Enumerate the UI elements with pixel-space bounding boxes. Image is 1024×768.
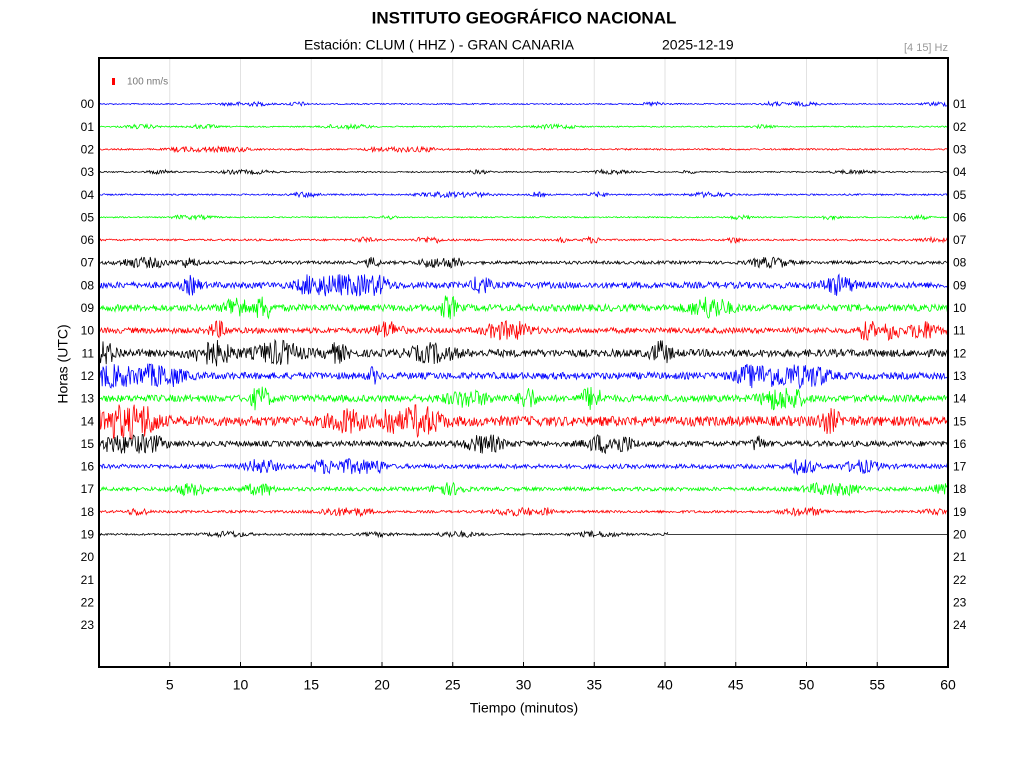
hour-label-left: 02 bbox=[81, 142, 95, 156]
hour-label-right: 08 bbox=[953, 256, 967, 270]
hour-label-right: 15 bbox=[953, 414, 967, 428]
trace bbox=[98, 433, 949, 455]
hour-label-right: 21 bbox=[953, 550, 967, 564]
hour-label-left: 20 bbox=[81, 550, 95, 564]
hour-label-right: 14 bbox=[953, 392, 967, 406]
hour-label-right: 23 bbox=[953, 595, 967, 609]
hour-label-left: 00 bbox=[81, 97, 95, 111]
trace bbox=[98, 235, 949, 244]
x-tick-label: 5 bbox=[166, 677, 174, 693]
hour-label-left: 04 bbox=[81, 188, 95, 202]
x-tick-label: 10 bbox=[233, 677, 249, 693]
hour-label-right: 04 bbox=[953, 165, 967, 179]
y-axis-label: Horas (UTC) bbox=[55, 324, 71, 403]
trace bbox=[98, 529, 669, 539]
trace bbox=[98, 320, 949, 342]
hour-label-left: 16 bbox=[81, 460, 95, 474]
hour-label-right: 06 bbox=[953, 210, 967, 224]
hour-label-right: 18 bbox=[953, 482, 967, 496]
hour-label-left: 10 bbox=[81, 324, 95, 338]
trace bbox=[98, 100, 949, 108]
hour-label-right: 22 bbox=[953, 573, 967, 587]
hour-label-right: 16 bbox=[953, 437, 967, 451]
subtitle: Estación: CLUM ( HHZ ) - GRAN CANARIA bbox=[304, 37, 575, 53]
trace bbox=[98, 404, 949, 440]
trace bbox=[98, 363, 949, 390]
x-tick-label: 35 bbox=[586, 677, 602, 693]
trace bbox=[98, 386, 949, 411]
trace bbox=[98, 458, 949, 476]
hour-label-left: 06 bbox=[81, 233, 95, 247]
trace bbox=[98, 506, 949, 518]
hour-label-left: 23 bbox=[81, 618, 95, 632]
scale-bar bbox=[112, 78, 115, 85]
hour-label-right: 05 bbox=[953, 188, 967, 202]
x-tick-label: 20 bbox=[374, 677, 390, 693]
hour-label-right: 10 bbox=[953, 301, 967, 315]
x-tick-label: 60 bbox=[940, 677, 956, 693]
hour-label-right: 13 bbox=[953, 369, 967, 383]
hour-label-right: 01 bbox=[953, 97, 967, 111]
x-tick-label: 45 bbox=[728, 677, 744, 693]
trace bbox=[98, 168, 949, 176]
trace bbox=[98, 273, 949, 297]
hour-label-left: 11 bbox=[82, 346, 95, 360]
hour-label-right: 11 bbox=[953, 324, 966, 338]
x-axis-label: Tiempo (minutos) bbox=[470, 700, 578, 716]
hour-label-right: 24 bbox=[953, 618, 967, 632]
hour-label-right: 17 bbox=[953, 460, 967, 474]
trace bbox=[98, 295, 949, 320]
trace bbox=[98, 145, 948, 154]
hour-label-left: 08 bbox=[81, 278, 95, 292]
trace bbox=[98, 122, 948, 131]
traces bbox=[98, 100, 949, 539]
hour-label-left: 12 bbox=[81, 369, 95, 383]
hour-label-left: 07 bbox=[81, 256, 95, 270]
hour-label-left: 14 bbox=[81, 414, 95, 428]
trace bbox=[98, 214, 948, 221]
hour-label-right: 12 bbox=[953, 346, 967, 360]
trace bbox=[98, 190, 948, 199]
hour-label-left: 09 bbox=[81, 301, 95, 315]
trace bbox=[98, 338, 949, 367]
hour-label-left: 17 bbox=[81, 482, 95, 496]
x-tick-label: 50 bbox=[799, 677, 815, 693]
hour-label-left: 18 bbox=[81, 505, 95, 519]
x-tick-label: 25 bbox=[445, 677, 461, 693]
hour-label-left: 19 bbox=[81, 528, 95, 542]
hour-label-left: 21 bbox=[81, 573, 95, 587]
hour-label-left: 22 bbox=[81, 595, 95, 609]
x-tick-label: 40 bbox=[657, 677, 673, 693]
scale-label: 100 nm/s bbox=[127, 77, 168, 88]
hour-label-right: 03 bbox=[953, 142, 967, 156]
hour-label-left: 03 bbox=[81, 165, 95, 179]
hour-label-right: 19 bbox=[953, 505, 967, 519]
trace bbox=[98, 481, 949, 497]
hour-label-right: 02 bbox=[953, 120, 967, 134]
x-tick-label: 15 bbox=[303, 677, 319, 693]
hour-label-right: 09 bbox=[953, 278, 967, 292]
chart-title: INSTITUTO GEOGRÁFICO NACIONAL bbox=[372, 8, 677, 27]
x-tick-label: 30 bbox=[516, 677, 532, 693]
hour-label-right: 20 bbox=[953, 528, 967, 542]
hour-label-left: 01 bbox=[81, 120, 95, 134]
hour-label-right: 07 bbox=[953, 233, 967, 247]
hour-label-left: 13 bbox=[81, 392, 95, 406]
x-tick-label: 55 bbox=[869, 677, 885, 693]
hour-label-left: 05 bbox=[81, 210, 95, 224]
trace bbox=[98, 256, 949, 269]
hour-label-left: 15 bbox=[81, 437, 95, 451]
band: [4 15] Hz bbox=[904, 42, 948, 54]
date: 2025-12-19 bbox=[662, 37, 734, 53]
